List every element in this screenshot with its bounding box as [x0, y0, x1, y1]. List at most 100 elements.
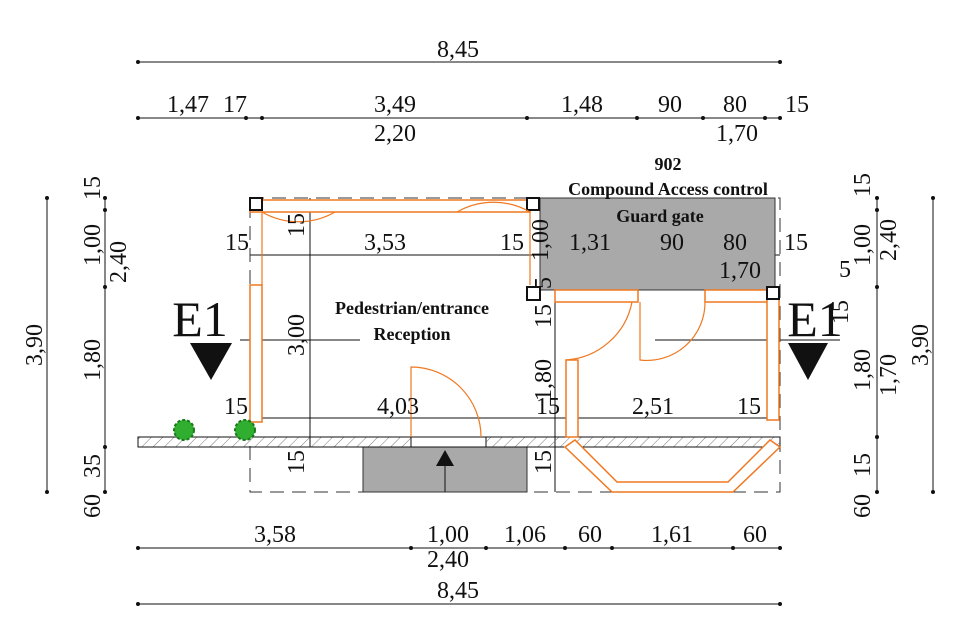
drawing-shape	[410, 366, 482, 438]
dimension-label: 2,40	[876, 219, 902, 261]
drawing-shape	[436, 450, 454, 466]
dimension-label: 1,00	[427, 522, 469, 548]
group	[249, 197, 780, 301]
dimension-label: 4,03	[377, 394, 419, 420]
room-name: Pedestrian/entrance	[335, 298, 489, 318]
dimension-label: 15	[284, 213, 310, 237]
drawing-shape	[766, 289, 780, 421]
drawing-shape	[565, 301, 633, 361]
dimension-label: 15	[225, 230, 249, 256]
dimension-label: 3,00	[284, 314, 310, 356]
drawing-shape	[931, 490, 935, 494]
room-name: Compound Access control	[568, 179, 768, 199]
drawing-shape	[763, 116, 767, 120]
drawing-shape	[563, 546, 567, 550]
dimension-label: 2,40	[427, 547, 469, 573]
group	[45, 60, 935, 606]
dimension-label: 5	[531, 277, 557, 289]
dimension-label: 15	[785, 92, 809, 118]
drawing-shape	[136, 546, 140, 550]
dimension-label: 3,90	[908, 324, 934, 366]
drawing-shape	[610, 546, 614, 550]
drawing-shape	[778, 546, 782, 550]
dimension-label: 17	[223, 92, 247, 118]
drawing-shape	[103, 208, 107, 212]
dimension-label: 1,31	[569, 230, 611, 256]
dimension-label: 1,06	[504, 522, 546, 548]
dimension-label: 15	[500, 230, 524, 256]
dimension-label: 60	[80, 494, 106, 518]
drawing-shape	[778, 116, 782, 120]
dimension-label: 35	[80, 454, 106, 478]
drawing-shape	[484, 546, 488, 550]
dimension-label: 60	[743, 522, 767, 548]
dimension-label: 1,80	[531, 359, 557, 401]
dimension-label: 15	[531, 450, 557, 474]
drawing-shape	[261, 210, 336, 285]
dimension-label: 2,40	[106, 241, 132, 283]
dimension-label: 15	[284, 450, 310, 474]
dimension-label: 90	[658, 92, 682, 118]
drawing-shape	[539, 197, 776, 291]
drawing-shape	[875, 285, 879, 289]
drawing-shape	[244, 116, 248, 120]
drawing-shape	[635, 116, 639, 120]
drawing-shape	[704, 289, 768, 303]
drawing-shape	[525, 116, 529, 120]
dimension-label: 15	[784, 230, 808, 256]
dimension-label: 1,70	[719, 258, 761, 284]
drawing-shape	[931, 196, 935, 200]
dimension-label: 3,49	[374, 92, 416, 118]
drawing-shape	[778, 602, 782, 606]
drawing-shape	[731, 546, 735, 550]
group	[45, 60, 935, 606]
dimension-label: 5	[839, 257, 851, 283]
drawing-shape	[234, 419, 256, 441]
dimension-label: 60	[578, 522, 602, 548]
section-label: E1	[172, 291, 228, 347]
dimension-label: 8,45	[437, 578, 479, 604]
drawing-shape	[875, 490, 879, 494]
drawing-shape	[766, 286, 780, 300]
drawing-shape	[554, 289, 639, 303]
drawing-shape	[249, 197, 263, 211]
dimension-label: 1,00	[850, 224, 876, 266]
drawing-shape	[565, 359, 579, 438]
drawing-shape	[260, 116, 264, 120]
drawing-shape	[190, 343, 232, 380]
drawing-shape	[788, 343, 828, 380]
drawing-shape	[249, 284, 263, 423]
dimension-label: 15	[737, 394, 761, 420]
room-label: Guard gate	[616, 206, 704, 226]
dimension-label: 80	[723, 92, 747, 118]
drawing-shape	[875, 435, 879, 439]
dimension-label: 60	[850, 494, 876, 518]
drawing-shape	[173, 419, 195, 441]
drawing-shape	[136, 60, 140, 64]
dimension-label: 3,90	[22, 324, 48, 366]
drawing-shape	[103, 490, 107, 494]
drawing-shape	[526, 286, 541, 301]
group: 8,45 1,47 17 3,49 1,48 90 80 15 2,20 1,7…	[22, 37, 934, 604]
dimension-label: 15	[80, 176, 106, 200]
drawing-shape	[563, 439, 782, 493]
drawing-shape	[409, 546, 413, 550]
drawing-shape	[45, 196, 49, 200]
dimension-label: 15	[850, 453, 876, 477]
dimension-label: 1,61	[651, 522, 693, 548]
drawing-shape	[701, 116, 705, 120]
drawing-shape	[778, 60, 782, 64]
dimension-label: 1,47	[167, 92, 209, 118]
drawing-shape	[526, 197, 540, 211]
dimension-label: 15	[828, 300, 854, 324]
dimension-label: 90	[660, 230, 684, 256]
room-number: 902	[655, 154, 682, 174]
drawing-shape	[875, 196, 879, 200]
dimension-label: 1,70	[876, 354, 902, 396]
dimension-label: 80	[723, 230, 747, 256]
drawing-shape	[456, 201, 531, 285]
room-label: Reception	[374, 324, 451, 344]
drawing-shape	[103, 285, 107, 289]
drawing-shape	[136, 602, 140, 606]
